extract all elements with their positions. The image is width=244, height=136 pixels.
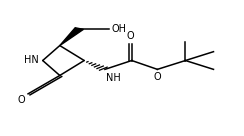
Text: O: O xyxy=(153,72,161,82)
Text: O: O xyxy=(18,95,26,105)
Text: NH: NH xyxy=(106,73,121,83)
Text: OH: OH xyxy=(111,24,126,34)
Text: O: O xyxy=(127,31,134,41)
Text: HN: HN xyxy=(24,55,39,65)
Polygon shape xyxy=(60,28,83,46)
